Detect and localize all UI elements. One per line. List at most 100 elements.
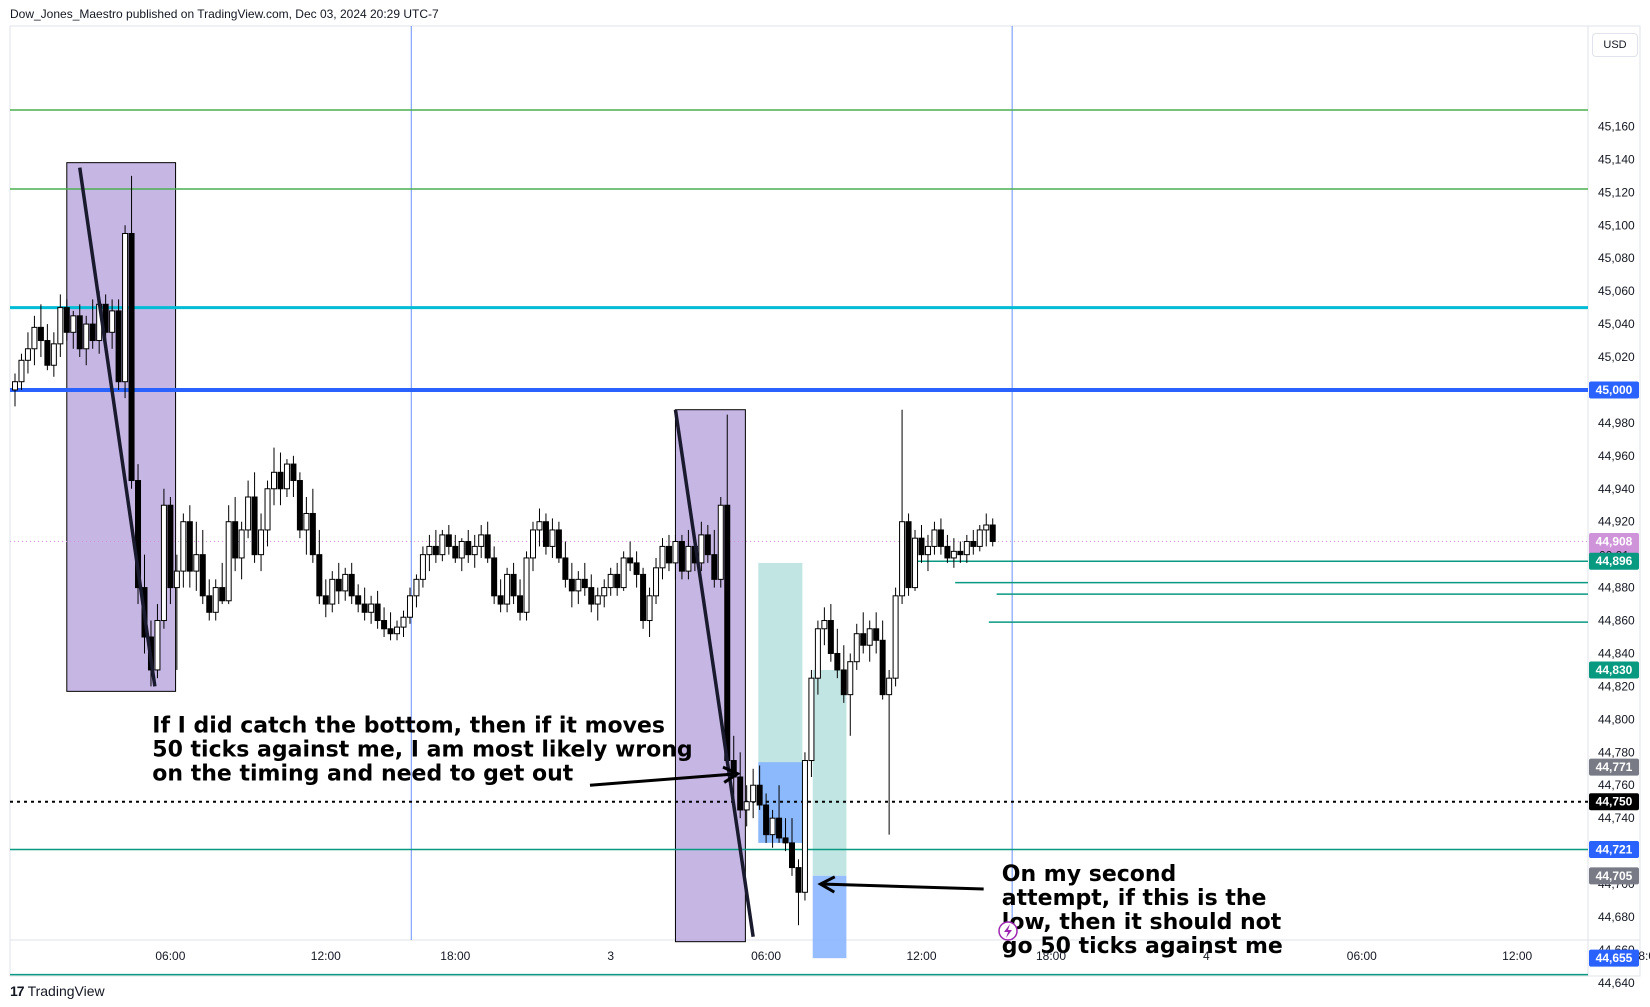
- candle-body: [309, 512, 316, 556]
- price-tick-label: 45,160: [1598, 119, 1635, 133]
- price-tag: [1589, 949, 1639, 967]
- candle-body: [70, 315, 77, 333]
- price-tick-label: 45,020: [1598, 350, 1635, 364]
- candle-body: [277, 471, 284, 490]
- trend-line: [78, 167, 157, 687]
- price-tick-label: 45,060: [1598, 284, 1635, 298]
- candle-body: [989, 524, 996, 542]
- annotation-text-line: 50 ticks against me, I am most likely wr…: [152, 738, 692, 763]
- candle-body: [646, 595, 653, 622]
- currency-selector[interactable]: USD: [1592, 33, 1638, 57]
- candle-body: [860, 633, 867, 646]
- candle-body: [400, 616, 407, 628]
- candle-body: [271, 471, 277, 490]
- candle-body: [717, 504, 724, 580]
- candle-body: [245, 496, 252, 531]
- time-tick-label: 18:00: [1036, 949, 1066, 963]
- price-tick-label: 44,920: [1598, 515, 1635, 529]
- candle-body: [814, 628, 821, 679]
- flash-icon[interactable]: [998, 921, 1018, 941]
- candle-body: [698, 534, 705, 564]
- price-tick-label: 44,740: [1598, 811, 1635, 825]
- time-tick-label: 12:00: [311, 949, 341, 963]
- candle-body: [478, 534, 485, 547]
- candle-body: [776, 817, 783, 839]
- candle-body: [873, 628, 880, 641]
- text-annotations: If I did catch the bottom, then if it mo…: [152, 714, 1283, 959]
- price-axis[interactable]: 45,160 45,140 45,120 45,100 45,080 45,060 45,0…: [1598, 119, 1635, 989]
- candle-body: [853, 633, 860, 663]
- candle-body: [76, 315, 83, 350]
- candle-body: [581, 578, 588, 589]
- candle-body: [355, 595, 362, 605]
- candle-body: [918, 537, 925, 556]
- candle-body: [827, 620, 834, 654]
- price-tag: [1589, 867, 1639, 885]
- annotation-text-line: attempt, if this is the: [1002, 886, 1267, 911]
- candle-body: [633, 562, 640, 575]
- candle-body: [924, 545, 931, 556]
- price-tick-label: 44,940: [1598, 482, 1635, 496]
- candle-body: [795, 867, 802, 893]
- candle-body: [614, 573, 621, 589]
- candle-body: [368, 603, 375, 613]
- candle-body: [756, 784, 763, 806]
- price-tag-label: 44,705: [1596, 869, 1633, 883]
- candle-body: [640, 573, 647, 622]
- candle-body: [193, 554, 200, 572]
- candle-body: [763, 804, 770, 836]
- candle-body: [976, 529, 983, 547]
- candle-body: [555, 529, 562, 559]
- candle-body: [258, 529, 265, 556]
- candle-body: [471, 545, 478, 556]
- candle-body: [232, 521, 239, 559]
- annotation-text-line: On my second: [1002, 862, 1177, 887]
- price-tick-label: 44,640: [1598, 976, 1635, 990]
- price-tag-label: 44,750: [1596, 795, 1633, 809]
- candle-body: [348, 573, 355, 597]
- price-tick-label: 44,860: [1598, 614, 1635, 628]
- candle-body: [12, 381, 18, 391]
- candle-body: [834, 652, 841, 671]
- candle-body: [316, 554, 323, 597]
- candle-body: [465, 540, 472, 556]
- candle-body: [63, 307, 70, 333]
- candle-body: [627, 557, 634, 564]
- trend-line: [673, 409, 755, 938]
- candle-body: [122, 232, 129, 383]
- trend-lines: [78, 167, 984, 938]
- candle-body: [517, 595, 524, 613]
- annotation-arrowhead: [817, 875, 836, 894]
- tradingview-logo[interactable]: 17 TradingView: [10, 983, 105, 999]
- candle-body: [886, 677, 893, 696]
- candle-body: [173, 570, 180, 589]
- time-axis[interactable]: 06:00 12:00 18:00 3 06:00 12:00 18:00 4 06:00 12:…: [155, 949, 1650, 963]
- candle-body: [685, 545, 692, 572]
- candle-body: [944, 545, 951, 559]
- candle-body: [89, 323, 96, 342]
- candle-body: [879, 639, 886, 696]
- candle-body: [937, 529, 944, 547]
- candle-body: [601, 587, 608, 597]
- time-tick-label: 3: [607, 949, 614, 963]
- candle-body: [568, 578, 575, 592]
- candle-body: [983, 524, 990, 531]
- price-tag: [1589, 661, 1639, 679]
- candle-body: [750, 784, 757, 803]
- price-tag-label: 44,655: [1596, 951, 1633, 965]
- candle-body: [342, 573, 349, 592]
- candle-body: [406, 595, 413, 618]
- candle-body: [801, 760, 808, 893]
- tradingview-mark-icon: 17: [10, 983, 25, 999]
- price-tick-label: 44,960: [1598, 449, 1635, 463]
- candle-body: [575, 578, 582, 592]
- price-tag-label: 44,721: [1596, 842, 1633, 856]
- candle-body: [135, 480, 142, 589]
- price-tick-label: 44,760: [1598, 778, 1635, 792]
- price-tag: [1589, 758, 1639, 776]
- candle-body: [510, 573, 517, 597]
- candle-body: [199, 554, 206, 597]
- highlight-box: [66, 162, 177, 692]
- annotation-arrow: [820, 882, 984, 891]
